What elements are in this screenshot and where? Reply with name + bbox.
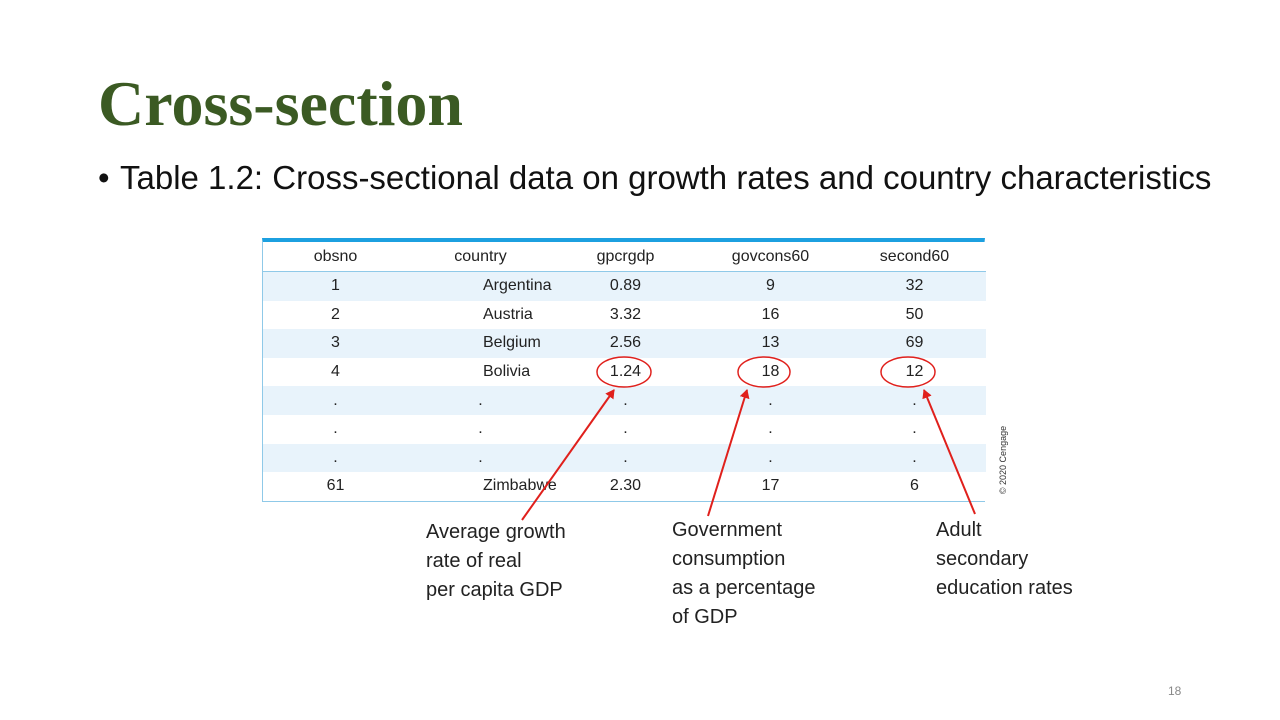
cell-country: . (408, 443, 553, 473)
cell-second60: 12 (843, 357, 986, 387)
caption-line: Adult (936, 519, 982, 541)
table-row: 4 Bolivia 1.24 18 12 (263, 357, 986, 387)
bullet-dot: • (98, 159, 110, 196)
caption-line: of GDP (672, 606, 738, 628)
caption-line: as a percentage (672, 577, 816, 599)
table-header-row: obsno country gpcrgdp govcons60 second60 (263, 242, 986, 272)
header-govcons60: govcons60 (698, 242, 843, 272)
cell-govcons60: 17 (698, 472, 843, 501)
cell-gpcrgdp: . (553, 443, 698, 473)
data-table-container: obsno country gpcrgdp govcons60 second60… (262, 238, 986, 502)
cell-obsno: 4 (263, 357, 408, 387)
caption-line: rate of real (426, 550, 522, 572)
caption-line: education rates (936, 577, 1073, 599)
cell-govcons60: . (698, 414, 843, 444)
cell-gpcrgdp: 2.56 (553, 329, 698, 358)
copyright-notice: © 2020 Cengage (998, 425, 1008, 495)
cell-country: Belgium (408, 329, 553, 358)
header-gpcrgdp: gpcrgdp (553, 242, 698, 272)
table-row: . . . . . (263, 443, 986, 473)
cell-obsno: . (263, 386, 408, 415)
table-row: 3 Belgium 2.56 13 69 (263, 329, 986, 358)
cell-second60: . (843, 414, 986, 444)
table-row: . . . . . (263, 386, 986, 415)
header-country: country (408, 242, 553, 272)
caption-line: per capita GDP (426, 579, 563, 601)
table-row: 2 Austria 3.32 16 50 (263, 300, 986, 330)
page-number: 18 (1168, 684, 1182, 698)
cell-country: . (408, 386, 553, 415)
cell-country: Argentina (408, 271, 553, 301)
cell-gpcrgdp: 0.89 (553, 271, 698, 301)
caption-line: secondary (936, 548, 1029, 570)
cell-second60: 32 (843, 271, 986, 301)
cell-second60: . (843, 386, 986, 415)
cell-obsno: 2 (263, 300, 408, 330)
cell-gpcrgdp: 1.24 (553, 357, 698, 387)
header-second60: second60 (843, 242, 986, 272)
caption-line: Average growth (426, 521, 566, 543)
cell-second60: 69 (843, 329, 986, 358)
cell-govcons60: 13 (698, 329, 843, 358)
cell-country: . (408, 414, 553, 444)
cell-obsno: 61 (263, 472, 408, 501)
cell-second60: 6 (843, 472, 986, 501)
cell-obsno: 3 (263, 329, 408, 358)
cell-gpcrgdp: 3.32 (553, 300, 698, 330)
cell-country: Bolivia (408, 357, 553, 387)
caption-line: Government (672, 519, 783, 541)
subtitle-bullet: • Table 1.2: Cross-sectional data on grow… (98, 158, 1211, 198)
subtitle-text: Table 1.2: Cross-sectional data on growt… (120, 159, 1212, 196)
cell-govcons60: 9 (698, 271, 843, 301)
cell-gpcrgdp: . (553, 386, 698, 415)
cell-govcons60: . (698, 443, 843, 473)
cell-govcons60: 18 (698, 357, 843, 387)
caption-gpcrgdp: Average growth rate of real per capita G… (426, 518, 566, 605)
data-table: obsno country gpcrgdp govcons60 second60… (263, 242, 986, 501)
cell-gpcrgdp: . (553, 414, 698, 444)
cell-second60: 50 (843, 300, 986, 330)
table-row: 1 Argentina 0.89 9 32 (263, 271, 986, 301)
cell-govcons60: . (698, 386, 843, 415)
cell-obsno: 1 (263, 271, 408, 301)
cell-second60: . (843, 443, 986, 473)
caption-second60: Adult secondary education rates (936, 516, 1073, 603)
cell-obsno: . (263, 443, 408, 473)
caption-govcons60: Government consumption as a percentage o… (672, 516, 815, 632)
header-obsno: obsno (263, 242, 408, 272)
cell-country: Zimbabwe (408, 472, 557, 501)
caption-line: consumption (672, 548, 786, 570)
slide-title: Cross-section (98, 68, 463, 139)
cell-govcons60: 16 (698, 300, 843, 330)
table-row: 61 Zimbabwe 2.30 17 6 (263, 472, 986, 501)
cell-gpcrgdp: 2.30 (553, 472, 698, 501)
table-row: . . . . . (263, 414, 986, 444)
cell-country: Austria (408, 300, 553, 330)
cell-obsno: . (263, 414, 408, 444)
